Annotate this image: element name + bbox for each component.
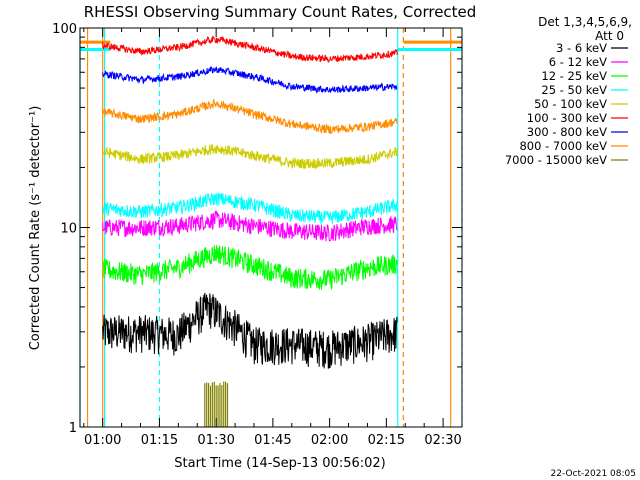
legend-entry-label: 7000 - 15000 keV	[505, 153, 607, 167]
series-trace	[102, 65, 398, 94]
series-line	[102, 192, 398, 225]
legend-entry-label: 25 - 50 keV	[541, 83, 607, 97]
series-trace	[102, 292, 398, 369]
series-trace	[102, 34, 398, 64]
plot-area	[79, 28, 463, 427]
y-tick-label: 10	[60, 222, 77, 237]
series-trace	[204, 381, 229, 427]
series-line	[102, 245, 398, 290]
x-axis-label: Start Time (14-Sep-13 00:56:02)	[174, 456, 385, 471]
series-trace	[102, 245, 398, 290]
series-line	[102, 144, 398, 170]
series-line	[102, 99, 398, 135]
legend-entry-label: 300 - 800 keV	[527, 125, 607, 139]
series-trace	[102, 99, 398, 135]
y-tick-label: 100	[52, 22, 77, 37]
x-tick-label: 02:30	[424, 433, 461, 448]
legend-detector-label: Det 1,3,4,5,6,9,	[538, 15, 632, 29]
x-tick-label: 02:00	[311, 433, 348, 448]
legend-entry-label: 800 - 7000 keV	[519, 139, 607, 153]
series-trace	[102, 192, 398, 225]
legend-entry-label: 12 - 25 keV	[541, 69, 607, 83]
axes: 1 10 100 01:00 01:15 01:30 01:45 02:00 02:15 02:3…	[52, 22, 463, 448]
chart-title: RHESSI Observing Summary Count Rates, Co…	[84, 3, 477, 21]
legend-attenuator-label: Att 0	[595, 29, 624, 43]
y-axis-label: Corrected Count Rate (s⁻¹ detector⁻¹)	[28, 106, 43, 351]
legend-entry-label: 50 - 100 keV	[534, 97, 607, 111]
legend-entry-label: 100 - 300 keV	[527, 111, 607, 125]
series-line	[102, 34, 398, 64]
legend-entry-label: 3 - 6 keV	[556, 41, 607, 55]
series-line	[102, 65, 398, 94]
series-trace	[102, 210, 398, 242]
legend-entry-label: 6 - 12 keV	[549, 55, 607, 69]
x-tick-label: 01:00	[84, 433, 121, 448]
footer-date: 22-Oct-2021 08:05	[551, 469, 636, 479]
x-tick-label: 01:45	[254, 433, 291, 448]
series-line	[102, 292, 398, 369]
x-tick-label: 01:15	[141, 433, 178, 448]
series-line	[102, 210, 398, 242]
y-tick-label: 1	[69, 421, 77, 436]
x-tick-label: 01:30	[197, 433, 234, 448]
series-trace	[102, 144, 398, 170]
x-tick-label: 02:15	[368, 433, 405, 448]
